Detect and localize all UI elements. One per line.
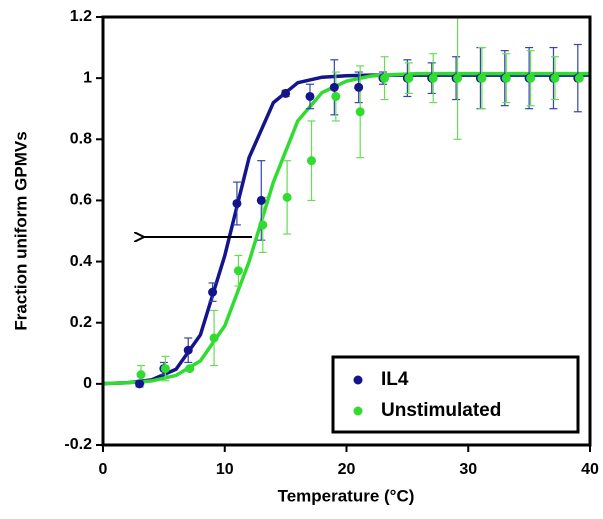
x-tick-label: 30 (459, 461, 477, 478)
data-point (453, 73, 463, 83)
data-point (233, 266, 243, 276)
y-tick-label: 1.2 (70, 8, 92, 25)
plot (96, 16, 591, 452)
data-point (331, 91, 341, 101)
legend-marker (353, 375, 363, 385)
data-point (185, 364, 195, 374)
data-point (305, 91, 315, 101)
data-point (135, 379, 145, 389)
data-point (258, 220, 268, 230)
y-tick-label: 0.4 (70, 253, 92, 270)
data-point (256, 195, 266, 205)
y-tick-label: -0.2 (64, 436, 92, 453)
data-point (209, 333, 219, 343)
data-point (574, 73, 584, 83)
data-point (354, 82, 364, 92)
fit-curve (102, 73, 590, 386)
data-point (477, 73, 487, 83)
data-point (428, 73, 438, 83)
y-axis-label: Fraction uniform GPMVs (11, 131, 30, 330)
plot-frame (101, 15, 592, 447)
data-point (329, 82, 339, 92)
y-tick-label: 0.8 (70, 131, 92, 148)
x-tick-label: 20 (338, 461, 356, 478)
fit-curve (102, 71, 590, 386)
y-tick-label: 0.6 (70, 192, 92, 209)
data-point (355, 107, 365, 117)
data-point (160, 364, 170, 374)
y-tick-label: 0.2 (70, 314, 92, 331)
data-point (282, 192, 292, 202)
data-point (550, 73, 560, 83)
x-tick-label: 10 (216, 461, 234, 478)
y-tick-label: 0 (83, 375, 92, 392)
data-point (208, 287, 218, 297)
x-tick-label: 40 (581, 461, 599, 478)
x-axis-label: Temperature (°C) (278, 486, 415, 505)
y-tick-label: 1 (83, 69, 92, 86)
x-tick-label: 0 (99, 461, 108, 478)
legend-box (331, 355, 580, 434)
legend: IL4 Unstimulated (331, 355, 580, 434)
data-point (501, 73, 511, 83)
legend-label: IL4 (381, 369, 409, 390)
data-point (183, 345, 193, 355)
data-point (306, 156, 316, 166)
legend-marker (353, 406, 363, 416)
data-point (136, 370, 146, 380)
data-point (526, 73, 536, 83)
data-point (380, 73, 390, 83)
data-point (281, 88, 291, 98)
data-point (404, 73, 414, 83)
legend-label: Unstimulated (381, 400, 501, 421)
data-point (232, 198, 242, 208)
